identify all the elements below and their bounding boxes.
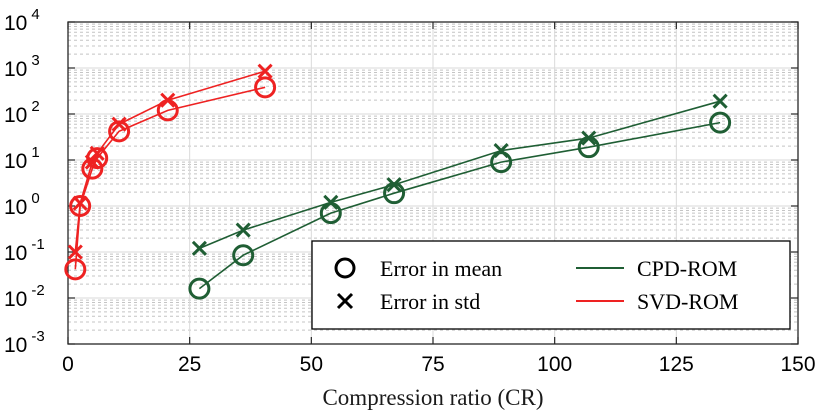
x-tick-label: 125	[659, 353, 694, 376]
x-tick-label: 0	[62, 353, 74, 376]
data-point-cpd-rom-std	[386, 177, 402, 193]
data-point-cpd-rom-std	[191, 240, 207, 256]
y-tick-label: 10 -3	[4, 328, 45, 357]
series-line-cpd-rom-mean	[198, 121, 721, 290]
legend-box	[311, 240, 791, 330]
legend-marker-cross-icon	[336, 292, 354, 310]
y-tick-label: 10 3	[4, 52, 40, 81]
y-tick-label: 10 1	[4, 144, 40, 173]
legend-label-cpd: CPD-ROM	[637, 256, 737, 281]
x-tick-label: 25	[178, 353, 201, 376]
y-tick-label: 10 4	[4, 6, 40, 35]
data-point-svd-rom-mean	[64, 258, 87, 281]
data-point-svd-rom-std	[160, 92, 176, 108]
x-tick-label: 100	[537, 353, 572, 376]
legend-label-std: Error in std	[380, 289, 480, 314]
data-point-svd-rom-std	[89, 145, 105, 161]
data-point-svd-rom-std	[111, 116, 127, 132]
data-point-cpd-rom-std	[235, 222, 251, 238]
data-point-cpd-rom-std	[712, 93, 728, 109]
x-tick-label: 150	[780, 353, 815, 376]
data-point-cpd-rom-mean	[709, 111, 732, 134]
data-point-svd-rom-std	[72, 195, 88, 211]
x-axis-title: Compression ratio (CR)	[322, 385, 543, 410]
x-tick-label: 75	[421, 353, 444, 376]
series-cpd-rom-std	[191, 93, 728, 256]
data-point-svd-rom-std	[67, 244, 83, 260]
legend-label-mean: Error in mean	[380, 256, 502, 281]
data-point-cpd-rom-std	[581, 130, 597, 146]
data-point-cpd-rom-std	[323, 194, 339, 210]
y-tick-label: 10 0	[4, 190, 40, 219]
legend: Error in mean Error in std CPD-ROM SVD-R…	[311, 240, 791, 330]
data-point-cpd-rom-std	[493, 143, 509, 159]
x-tick-label: 50	[300, 353, 323, 376]
series-svd-rom-std	[67, 63, 273, 260]
data-point-cpd-rom-mean	[232, 244, 255, 267]
legend-marker-circle-icon	[334, 257, 356, 279]
data-point-svd-rom-mean	[254, 76, 277, 99]
data-point-svd-rom-std	[84, 154, 100, 170]
data-point-svd-rom-std	[257, 63, 273, 79]
y-tick-label: 10 -1	[4, 236, 45, 265]
data-point-cpd-rom-mean	[188, 277, 211, 300]
data-point-svd-rom-mean	[108, 120, 131, 143]
legend-label-svd: SVD-ROM	[637, 289, 738, 314]
y-tick-label: 10 -2	[4, 282, 45, 311]
data-point-svd-rom-mean	[69, 195, 92, 217]
series-layer	[64, 63, 732, 300]
x-axis: 0 25 50 75 100 125 150	[62, 22, 816, 376]
y-tick-label: 10 2	[4, 98, 40, 127]
